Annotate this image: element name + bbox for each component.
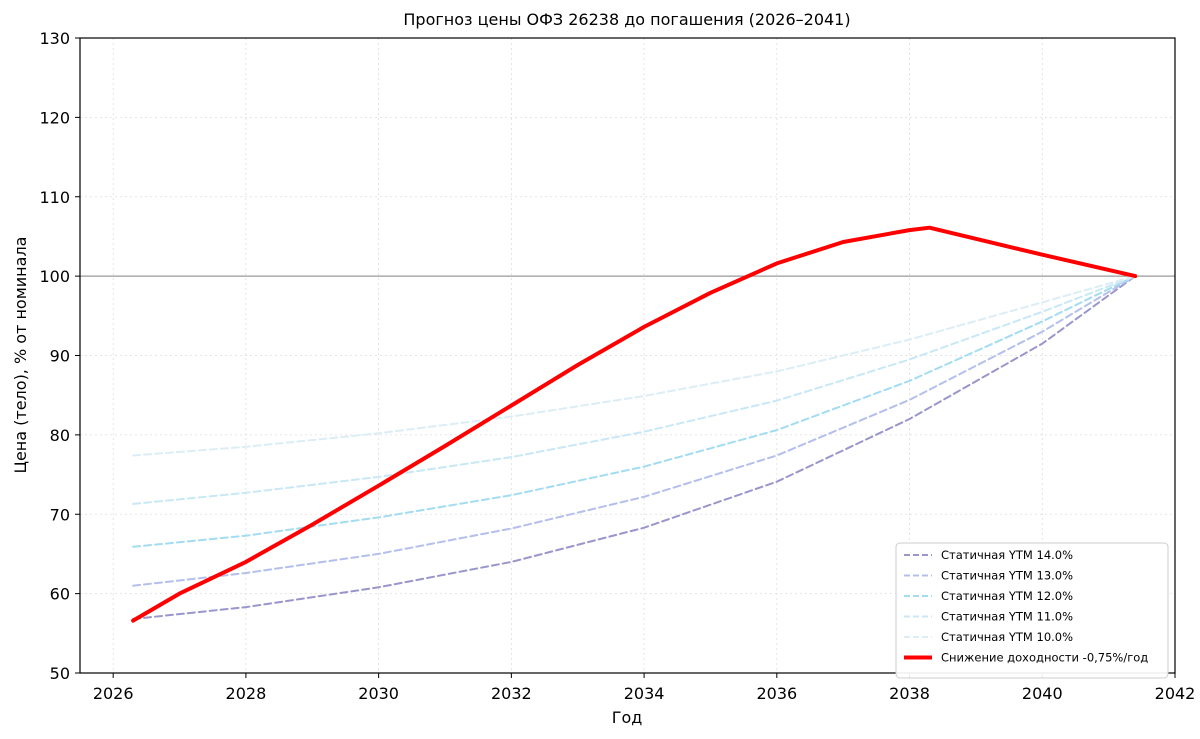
y-tick-label: 70 <box>50 505 70 524</box>
y-tick-label: 110 <box>39 188 70 207</box>
legend-label-5: Снижение доходности -0,75%/год <box>941 651 1148 665</box>
series-line-5 <box>131 225 1138 623</box>
x-tick-label: 2026 <box>93 684 134 703</box>
x-axis-title: Год <box>612 708 643 727</box>
series-layer <box>131 225 1138 623</box>
legend: Статичная YTM 14.0% Статичная YTM 13.0% Ст… <box>895 542 1169 679</box>
x-tick-label: 2032 <box>491 684 532 703</box>
y-tick-label: 80 <box>50 426 70 445</box>
legend-label-2: Статичная YTM 12.0% <box>941 589 1073 603</box>
y-tick-label: 90 <box>50 347 70 366</box>
legend-label-3: Статичная YTM 11.0% <box>941 610 1073 624</box>
x-tick-label: 2030 <box>358 684 399 703</box>
x-tick-label: 2040 <box>1022 684 1063 703</box>
legend-label-4: Статичная YTM 10.0% <box>941 630 1073 644</box>
chart-title: Прогноз цены ОФЗ 26238 до погашения (202… <box>403 10 850 29</box>
ticks: 2026 2028 2030 2032 2034 2036 2038 2040 2042 50 60… <box>39 29 1195 703</box>
x-tick-label: 2034 <box>624 684 665 703</box>
legend-label-0: Статичная YTM 14.0% <box>941 548 1073 562</box>
y-axis-title: Цена (тело), % от номинала <box>11 237 30 474</box>
x-tick-label: 2038 <box>889 684 930 703</box>
y-tick-label: 50 <box>50 664 70 683</box>
y-tick-label: 100 <box>39 267 70 286</box>
y-tick-label: 130 <box>39 29 70 48</box>
y-tick-label: 60 <box>50 585 70 604</box>
x-tick-label: 2036 <box>756 684 797 703</box>
series-line-0 <box>132 275 1137 620</box>
series-line-1 <box>132 275 1137 587</box>
series-line-3 <box>132 275 1137 505</box>
y-tick-label: 120 <box>39 108 70 127</box>
legend-label-1: Статичная YTM 13.0% <box>941 569 1073 583</box>
x-tick-label: 2042 <box>1155 684 1196 703</box>
x-tick-label: 2028 <box>226 684 267 703</box>
series-line-4 <box>132 275 1137 457</box>
legend-box <box>895 542 1169 679</box>
series-line-2 <box>132 275 1137 548</box>
